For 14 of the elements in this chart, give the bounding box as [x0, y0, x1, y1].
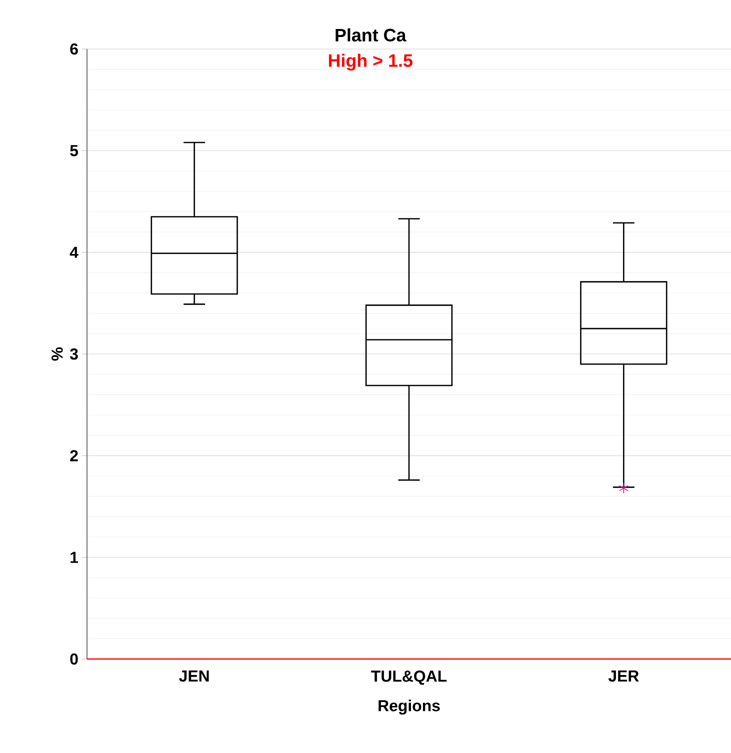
y-tick-label: 6: [70, 43, 78, 55]
x-axis-title: Regions: [378, 700, 440, 715]
y-tick-label: 5: [70, 145, 78, 156]
x-tick-label: JER: [608, 670, 639, 682]
x-tick-label: JEN: [179, 670, 209, 682]
chart-subtitle: High > 1.5: [328, 54, 412, 71]
x-tick-label: TUL&QAL: [371, 670, 447, 685]
y-axis-title: %: [52, 347, 63, 361]
y-tick-label: 0: [70, 653, 78, 665]
y-tick-label: 1: [70, 552, 78, 563]
y-tick-label: 3: [70, 348, 78, 360]
y-tick-label: 4: [70, 246, 78, 258]
y-tick-label: 2: [70, 450, 78, 462]
chart-title: Plant Ca: [336, 28, 406, 42]
